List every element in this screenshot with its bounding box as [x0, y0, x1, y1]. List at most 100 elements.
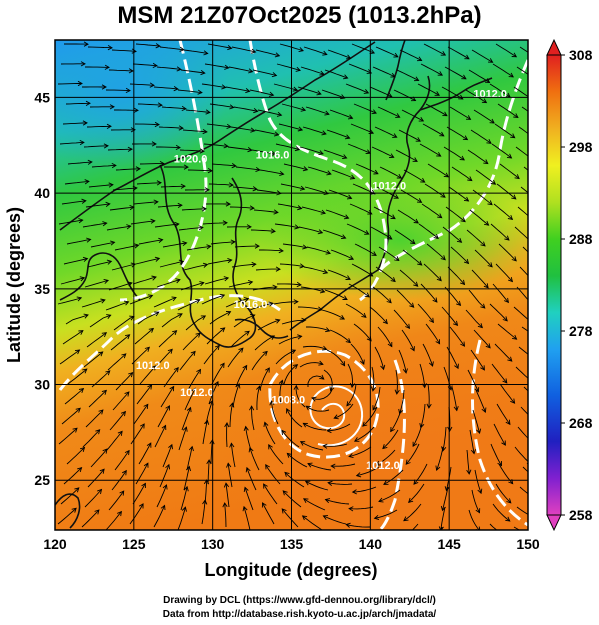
streamline-arrowhead: [340, 94, 346, 100]
streamline: [474, 249, 493, 268]
streamline: [323, 149, 347, 159]
streamline-arrowhead: [413, 281, 419, 287]
streamline: [378, 489, 401, 502]
streamline-arrowhead: [302, 166, 309, 172]
streamline: [130, 423, 145, 445]
streamline-arrowhead: [420, 177, 426, 183]
streamline: [515, 146, 528, 157]
isobar-label: 1016.0: [256, 150, 290, 162]
streamline: [472, 409, 481, 434]
streamline: [249, 447, 260, 471]
streamline: [281, 103, 306, 111]
streamline: [209, 103, 234, 108]
streamline: [468, 509, 480, 530]
streamline-arrowhead: [130, 262, 137, 268]
streamline: [492, 503, 511, 522]
colorbar: 258 268 278 288 298 308: [546, 38, 593, 532]
streamline: [375, 266, 396, 282]
streamline: [399, 49, 422, 61]
streamline-arrowhead: [340, 361, 346, 367]
streamline-arrowhead: [151, 275, 157, 281]
streamline: [353, 103, 377, 114]
streamline-arrowhead: [102, 221, 108, 227]
streamline: [347, 363, 353, 388]
streamline-arrowhead: [537, 399, 542, 403]
streamline-arrowhead: [117, 510, 122, 517]
streamline: [520, 186, 528, 194]
colorbar-tick-label: 268: [569, 415, 593, 431]
streamline: [417, 83, 440, 96]
streamline: [441, 306, 458, 326]
streamline-arrowhead: [506, 498, 512, 504]
streamline: [57, 297, 82, 305]
streamline-arrowhead: [76, 296, 83, 302]
colorbar-tick-label: 288: [569, 231, 593, 247]
streamline-arrowhead: [105, 370, 111, 376]
streamline-arrowhead: [405, 323, 411, 330]
streamline: [251, 406, 255, 431]
streamline-arrowhead: [183, 485, 189, 492]
streamline: [347, 143, 371, 154]
streamline-arrowhead: [144, 346, 150, 352]
streamline-arrowhead: [456, 300, 462, 306]
streamline: [489, 83, 511, 98]
streamline: [331, 463, 356, 467]
streamline-arrowhead: [345, 522, 351, 528]
streamline: [489, 523, 498, 530]
streamline-arrowhead: [85, 100, 91, 106]
streamline: [495, 483, 512, 504]
streamline: [264, 422, 276, 445]
streamline: [305, 405, 330, 412]
streamline-arrowhead: [342, 295, 348, 300]
streamline-arrowhead: [247, 147, 253, 153]
streamline: [350, 343, 365, 365]
streamline: [522, 466, 528, 473]
streamline: [156, 66, 181, 70]
streamline-arrowhead: [476, 428, 482, 434]
streamline-arrowhead: [286, 408, 291, 414]
streamline: [304, 186, 329, 195]
streamline-arrowhead: [343, 74, 349, 80]
streamline-arrowhead: [268, 91, 275, 97]
streamline-arrowhead: [83, 41, 89, 47]
streamline-arrowhead: [175, 278, 181, 284]
isobar-label: 1012.0: [366, 460, 400, 472]
streamline-arrowhead: [481, 98, 488, 104]
streamline-arrowhead: [101, 389, 107, 395]
streamline: [263, 483, 278, 505]
streamline: [157, 405, 170, 428]
streamline-arrowhead: [432, 297, 438, 303]
streamline-arrowhead: [408, 497, 414, 504]
streamline-arrowhead: [477, 323, 483, 329]
streamline-arrowhead: [293, 384, 299, 390]
streamline-arrowhead: [181, 506, 187, 512]
streamline-arrowhead: [292, 86, 299, 92]
streamline-arrowhead: [231, 163, 237, 169]
streamline-arrowhead: [383, 480, 389, 485]
streamline: [513, 526, 521, 530]
streamline-arrowhead: [275, 266, 281, 272]
streamline-arrowhead: [249, 405, 255, 411]
streamline: [58, 219, 83, 225]
streamline-arrowhead: [273, 131, 280, 137]
streamline: [329, 329, 351, 343]
streamline: [185, 109, 210, 113]
colorbar-tick-label: 258: [569, 507, 593, 523]
streamline: [57, 83, 82, 85]
streamline: [253, 209, 278, 213]
streamline: [305, 106, 330, 115]
streamline: [491, 143, 512, 159]
streamline-arrowhead: [219, 362, 225, 368]
streamline-arrowhead: [186, 406, 192, 413]
streamline: [425, 103, 448, 117]
streamline: [467, 149, 489, 164]
streamline-arrowhead: [190, 350, 196, 356]
streamline-arrowhead: [125, 87, 131, 94]
streamline: [249, 89, 274, 96]
streamline: [107, 353, 127, 371]
streamline-arrowhead: [238, 347, 244, 353]
streamline-arrowhead: [535, 497, 540, 501]
streamline-arrowhead: [300, 106, 307, 112]
streamline-arrowhead: [344, 134, 351, 140]
streamline: [134, 328, 154, 345]
